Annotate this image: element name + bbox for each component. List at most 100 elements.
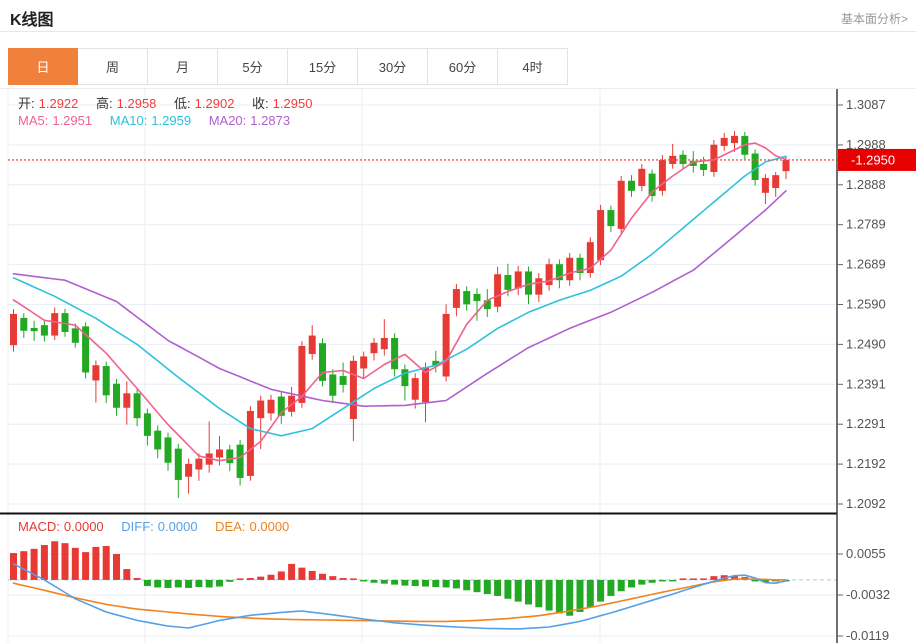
candle-body (452, 289, 460, 308)
macd-bar (658, 579, 666, 582)
candle-body (555, 264, 563, 281)
candle-body (380, 337, 388, 350)
macd-bar (257, 576, 265, 580)
last-price-badge (838, 148, 916, 171)
candle-body (700, 163, 708, 170)
macd-bar (277, 571, 285, 580)
macd-bar (82, 552, 90, 580)
macd-bar (308, 570, 316, 580)
macd-bar (432, 579, 440, 587)
ma5-value: 1.2951 (52, 113, 93, 128)
ma10-line (12, 155, 787, 437)
ma-legend: MA5: 1.2951 MA10: 1.2959 MA20: 1.2873 (18, 113, 294, 128)
candle-body (782, 159, 790, 172)
macd-bar (751, 579, 759, 582)
candle-body (195, 458, 203, 470)
candle-body (329, 374, 337, 396)
axis-label: 1.2490 (846, 336, 886, 351)
tab-30分[interactable]: 30分 (358, 48, 428, 85)
candle-body (102, 366, 110, 396)
candle-body (648, 173, 656, 197)
macd-bar (154, 579, 162, 588)
candle-body (40, 325, 48, 336)
macd-bar (514, 579, 522, 602)
axis-label: 1.2192 (846, 456, 886, 471)
chart-canvas[interactable]: 1.3087 1.2988 1.2888 1.2789 1.2689 1.2590 1.24… (0, 89, 916, 643)
macd-bar (216, 579, 223, 587)
candle-body (761, 177, 769, 193)
fundamental-analysis-link[interactable]: 基本面分析> (840, 12, 908, 26)
candle-body (30, 327, 38, 332)
candle-body (731, 135, 738, 144)
ma5-line (12, 142, 787, 462)
macd-bar (422, 579, 429, 587)
close-value: 1.2950 (272, 96, 313, 111)
macd-bar (731, 575, 738, 580)
macd-bar (607, 579, 615, 596)
macd-bar (339, 578, 347, 580)
macd-bar (576, 579, 584, 612)
macd-legend: MACD: 0.0000 DIFF: 0.0000 DEA: 0.0000 (18, 519, 293, 534)
candle-body (720, 137, 728, 146)
macd-bar (329, 576, 337, 580)
ma20-line (12, 190, 787, 408)
candle-body (308, 335, 316, 355)
high-label: 高: (96, 96, 113, 111)
ma20-value: 1.2873 (250, 113, 291, 128)
macd-value: 0.0000 (63, 519, 104, 534)
axis-label: 1.2092 (846, 496, 886, 511)
candle-body (535, 278, 543, 295)
candle-body (566, 257, 574, 281)
macd-bar (669, 579, 677, 582)
axis-label: 1.2590 (846, 297, 886, 312)
tab-周[interactable]: 周 (78, 48, 148, 85)
axis-label: 1.2689 (846, 257, 886, 272)
macd-bar (473, 579, 481, 593)
macd-bar (10, 553, 17, 580)
candle-body (216, 449, 223, 458)
tab-15分[interactable]: 15分 (288, 48, 358, 85)
macd-bar (349, 578, 357, 580)
kline-chart[interactable]: 开: 1.2922 高: 1.2958 低: 1.2902 收: 1.2950 MA5:… (0, 88, 916, 643)
macd-bar (586, 579, 594, 608)
candle-body (422, 367, 429, 403)
macd-bar (246, 578, 254, 580)
dea-value: 0.0000 (249, 519, 290, 534)
candle-body (185, 463, 193, 477)
macd-bar (452, 579, 460, 589)
macd-bar (51, 541, 59, 580)
axis-label: 1.2888 (846, 177, 886, 192)
candle-body (164, 437, 172, 463)
macd-bar (174, 579, 182, 588)
macd-bar (360, 579, 368, 582)
high-value: 1.2958 (116, 96, 157, 111)
macd-bar (617, 579, 625, 592)
candle-body (10, 313, 17, 346)
candle-body (349, 360, 357, 419)
macd-bar (61, 543, 69, 580)
macd-bar (648, 579, 656, 583)
macd-bar (391, 579, 399, 585)
macd-bar (555, 579, 563, 614)
low-label: 低: (174, 96, 191, 111)
candle-body (638, 168, 646, 187)
tab-5分[interactable]: 5分 (218, 48, 288, 85)
macd-bar (298, 567, 306, 580)
candle-body (82, 326, 90, 373)
macd-bar (205, 579, 213, 588)
tab-60分[interactable]: 60分 (428, 48, 498, 85)
close-label: 收: (252, 96, 269, 111)
last-price-badge-text: -1.2950 (851, 152, 895, 167)
candle-body (277, 396, 285, 416)
macd-bar (236, 578, 244, 580)
tab-月[interactable]: 月 (148, 48, 218, 85)
low-value: 1.2902 (194, 96, 235, 111)
candle-body (504, 275, 512, 290)
candle-body (545, 264, 553, 286)
tab-日[interactable]: 日 (8, 48, 78, 85)
macd-bar (133, 578, 141, 580)
macd-bar (494, 579, 502, 596)
macd-bar (545, 579, 553, 611)
tab-4时[interactable]: 4时 (498, 48, 568, 85)
